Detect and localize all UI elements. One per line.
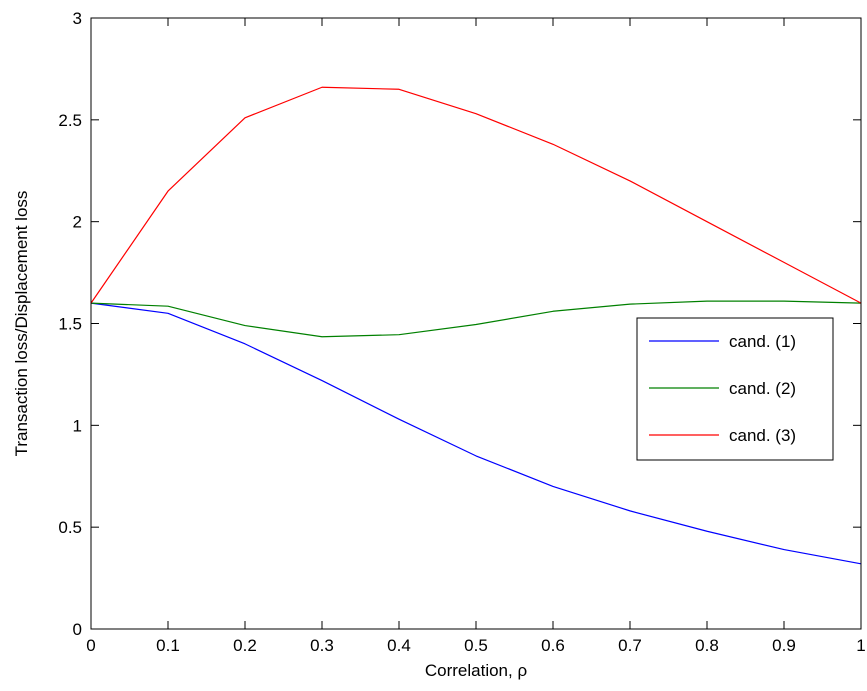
x-tick-label: 0.6 [541, 636, 565, 655]
x-tick-label: 0.3 [310, 636, 334, 655]
legend-box [636, 317, 834, 461]
x-tick-label: 1 [856, 636, 865, 655]
x-tick-label: 0.9 [772, 636, 796, 655]
legend-label-1: cand. (1) [729, 332, 796, 351]
y-tick-label: 2 [73, 213, 82, 232]
y-axis-label: Transaction loss/Displacement loss [12, 191, 31, 457]
y-tick-label: 3 [73, 9, 82, 28]
y-tick-label: 2.5 [58, 111, 82, 130]
series-line-1 [90, 302, 862, 565]
y-tick-label: 0.5 [58, 518, 82, 537]
y-tick-label: 1.5 [58, 315, 82, 334]
x-tick-label: 0.2 [233, 636, 257, 655]
y-tick-label: 1 [73, 416, 82, 435]
legend: cand. (1) cand. (2) cand. (3) [636, 317, 834, 461]
series-lines [90, 86, 862, 565]
x-tick-labels: 0 0.1 0.2 0.3 0.4 0.5 0.6 0.7 0.8 0.9 1 [86, 636, 865, 655]
plot-frame [90, 17, 862, 630]
y-tick-labels: 0 0.5 1 1.5 2 2.5 3 [58, 9, 82, 639]
x-tick-label: 0.4 [387, 636, 411, 655]
x-tick-label: 0.8 [695, 636, 719, 655]
x-tick-label: 0.5 [464, 636, 488, 655]
x-tick-label: 0 [86, 636, 95, 655]
series-line-3 [90, 86, 862, 304]
x-tick-label: 0.7 [618, 636, 642, 655]
x-axis-label: Correlation, ρ [425, 661, 527, 680]
legend-label-2: cand. (2) [729, 379, 796, 398]
series-line-2 [90, 300, 862, 338]
x-tick-label: 0.1 [156, 636, 180, 655]
legend-label-3: cand. (3) [729, 426, 796, 445]
y-tick-label: 0 [73, 620, 82, 639]
